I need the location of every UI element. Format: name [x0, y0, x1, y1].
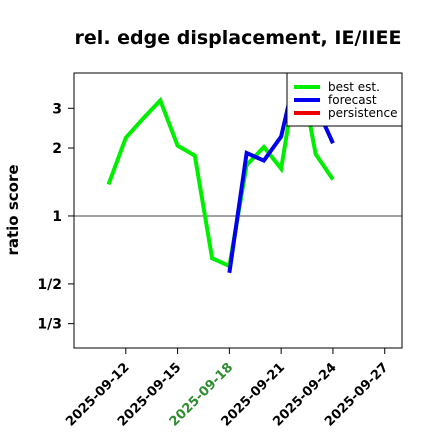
- plot-frame: [73, 72, 403, 349]
- y-tick-label: 2: [52, 141, 62, 157]
- x-axis: 2025-09-122025-09-152025-09-182025-09-21…: [63, 348, 392, 430]
- y-axis-label: ratio score: [4, 164, 22, 255]
- y-tick-label: 1/3: [37, 317, 62, 333]
- legend-label: forecast: [328, 93, 377, 107]
- y-tick-label: 1/2: [37, 277, 62, 293]
- legend-label: best est.: [328, 80, 380, 94]
- y-tick-label: 3: [52, 101, 62, 117]
- legend-label: persistence: [328, 106, 397, 120]
- chart-title: rel. edge displacement, IE/IIEE: [75, 27, 402, 49]
- y-tick-label: 1: [52, 209, 62, 225]
- y-axis: 3 2 1 1/2 1/3: [37, 101, 74, 333]
